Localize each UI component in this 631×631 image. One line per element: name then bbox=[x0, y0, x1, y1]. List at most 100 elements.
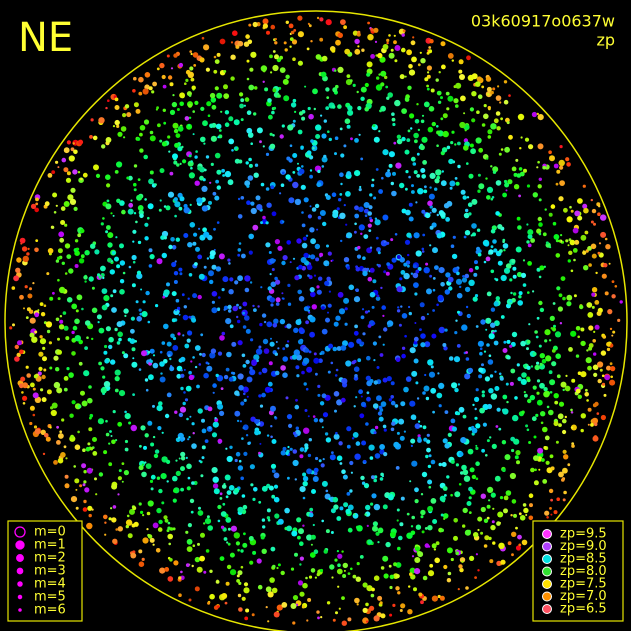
star bbox=[249, 464, 255, 470]
star bbox=[270, 281, 277, 288]
star bbox=[432, 277, 436, 280]
star bbox=[519, 515, 526, 521]
star bbox=[222, 174, 226, 177]
star bbox=[307, 415, 310, 418]
star bbox=[420, 315, 426, 321]
star bbox=[270, 425, 273, 428]
star bbox=[313, 352, 317, 356]
star bbox=[334, 409, 337, 413]
star bbox=[188, 103, 192, 108]
star bbox=[503, 99, 509, 105]
star bbox=[341, 378, 348, 385]
star bbox=[308, 311, 311, 314]
star bbox=[570, 408, 573, 412]
star bbox=[536, 379, 541, 383]
star bbox=[558, 471, 564, 478]
star bbox=[541, 359, 547, 364]
star bbox=[287, 445, 290, 449]
star bbox=[326, 244, 329, 248]
star bbox=[125, 524, 129, 529]
star bbox=[280, 365, 286, 371]
star bbox=[74, 478, 80, 484]
star bbox=[209, 92, 216, 99]
star bbox=[488, 333, 495, 340]
star bbox=[203, 570, 207, 574]
star bbox=[148, 374, 154, 381]
star bbox=[334, 374, 338, 377]
star bbox=[297, 535, 301, 540]
star bbox=[220, 525, 225, 529]
star bbox=[19, 349, 24, 355]
star bbox=[223, 308, 226, 311]
star bbox=[360, 232, 363, 235]
star bbox=[371, 305, 375, 309]
star bbox=[190, 52, 193, 56]
zp-label: zp=9.0 bbox=[560, 539, 607, 554]
star bbox=[117, 421, 123, 427]
star bbox=[282, 446, 287, 451]
star bbox=[299, 454, 304, 459]
star bbox=[475, 444, 478, 447]
star bbox=[144, 236, 149, 241]
star bbox=[232, 371, 236, 375]
star bbox=[205, 155, 210, 159]
star bbox=[388, 34, 391, 37]
star bbox=[13, 275, 19, 282]
star bbox=[316, 289, 322, 295]
star bbox=[213, 488, 220, 495]
star bbox=[239, 103, 245, 109]
star bbox=[134, 340, 137, 343]
star bbox=[427, 71, 430, 74]
star bbox=[326, 276, 331, 281]
star bbox=[124, 439, 129, 444]
star bbox=[105, 230, 109, 234]
star bbox=[561, 478, 565, 482]
star bbox=[57, 256, 61, 260]
star bbox=[59, 430, 63, 434]
star bbox=[493, 118, 499, 124]
star bbox=[614, 285, 618, 288]
star bbox=[321, 426, 324, 429]
star bbox=[285, 20, 289, 24]
star bbox=[179, 438, 182, 441]
star bbox=[531, 111, 538, 118]
star bbox=[304, 449, 308, 452]
star bbox=[468, 279, 475, 286]
star bbox=[352, 432, 359, 438]
star bbox=[366, 61, 373, 68]
star bbox=[399, 609, 403, 612]
star bbox=[566, 162, 571, 167]
star bbox=[425, 262, 429, 266]
star bbox=[354, 205, 359, 211]
star bbox=[476, 228, 481, 232]
star bbox=[174, 308, 178, 312]
star bbox=[201, 456, 205, 460]
star bbox=[17, 340, 22, 346]
star bbox=[527, 234, 533, 240]
star bbox=[139, 148, 144, 153]
star bbox=[173, 160, 178, 165]
star bbox=[424, 527, 428, 530]
zp-label: zp=8.0 bbox=[560, 564, 607, 579]
star bbox=[221, 484, 227, 489]
star bbox=[143, 119, 150, 125]
star bbox=[194, 586, 200, 592]
star bbox=[393, 441, 400, 448]
star bbox=[380, 613, 386, 619]
star bbox=[316, 228, 319, 231]
star bbox=[339, 506, 344, 511]
star bbox=[173, 560, 179, 566]
star bbox=[354, 222, 357, 226]
star bbox=[209, 593, 215, 600]
star bbox=[167, 135, 171, 139]
star bbox=[114, 119, 120, 126]
star bbox=[95, 493, 98, 496]
star bbox=[286, 525, 292, 532]
star bbox=[203, 231, 210, 238]
star bbox=[335, 431, 338, 435]
star bbox=[477, 340, 484, 347]
star bbox=[399, 277, 403, 281]
star bbox=[285, 451, 289, 456]
star bbox=[308, 350, 311, 353]
star bbox=[521, 410, 525, 414]
